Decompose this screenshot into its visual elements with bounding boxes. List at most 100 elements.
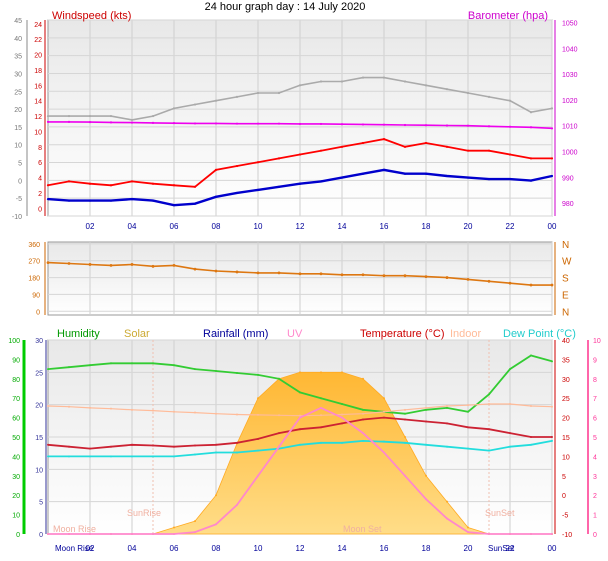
point-indoor (383, 410, 385, 413)
point-uv (425, 498, 427, 501)
compass-tick: S (562, 274, 569, 285)
point-humidity (68, 366, 70, 369)
indoor-label: Indoor (450, 328, 482, 340)
point-gust (67, 180, 71, 183)
uv-tick: 9 (593, 357, 597, 364)
humidity-label: Humidity (57, 328, 100, 340)
wind-outer-tick: 40 (14, 36, 22, 43)
point-barometer (445, 124, 449, 127)
point-humidity (215, 370, 217, 373)
wind-inner-tick: 0 (38, 206, 42, 213)
point-indoor (446, 404, 448, 407)
point-humidity (530, 354, 532, 357)
point-uv (467, 531, 469, 534)
uv-label: UV (287, 328, 303, 340)
wind-outer-tick: 45 (14, 18, 22, 25)
point-solar (341, 371, 343, 374)
point-barometer (382, 123, 386, 126)
point-max-wind (361, 76, 365, 79)
point-dew (110, 455, 112, 458)
point-average (487, 178, 491, 181)
sunset-bottom-label: SunSet (488, 544, 515, 553)
barometer-tick: 980 (562, 201, 574, 208)
compass-tick: E (562, 290, 569, 301)
wind-inner-tick: 4 (38, 176, 42, 183)
point-average (130, 197, 134, 201)
point-gust (130, 180, 134, 183)
point-indoor (530, 404, 532, 407)
point-temperature (551, 436, 553, 438)
point-uv (530, 533, 532, 535)
uv-tick: 4 (593, 454, 597, 461)
wind-outer-tick: 25 (14, 89, 22, 96)
point-indoor (341, 413, 343, 416)
x-tick-label-top: 08 (212, 222, 221, 231)
point-direction (298, 272, 302, 276)
point-max-wind (319, 80, 323, 83)
point-uv (215, 523, 217, 526)
point-barometer (340, 123, 344, 126)
point-dew (425, 443, 427, 446)
point-uv (278, 445, 280, 448)
point-solar (299, 371, 301, 374)
point-indoor (194, 411, 196, 414)
point-direction (88, 263, 92, 266)
humidity-tick: 50 (12, 435, 20, 442)
wind-inner-tick: 10 (34, 129, 42, 136)
point-dew (257, 449, 259, 452)
humidity-tick: 70 (12, 396, 20, 403)
point-max-wind (466, 91, 470, 95)
point-humidity (89, 364, 91, 367)
point-temperature (68, 445, 70, 448)
x-tick-label-top: 00 (548, 222, 557, 231)
wind-outer-tick: 15 (14, 125, 22, 132)
point-indoor (257, 413, 259, 416)
point-temperature (446, 422, 448, 425)
wind-outer-tick: 0 (18, 178, 22, 185)
point-temperature (383, 416, 385, 419)
point-gust (193, 185, 197, 188)
point-humidity (362, 408, 364, 411)
point-uv (236, 503, 238, 506)
moonrise-annotation: Moon Rise (53, 524, 96, 534)
temperature-tick: 30 (562, 377, 570, 384)
sunrise-annotation: SunRise (127, 508, 161, 518)
point-max-wind (193, 103, 197, 106)
point-max-wind (130, 118, 134, 122)
humidity-tick: 60 (12, 416, 20, 423)
point-dew (404, 441, 406, 444)
point-dew (446, 445, 448, 448)
point-max-wind (235, 95, 239, 98)
point-uv (404, 474, 406, 477)
x-tick-label-bottom: 18 (422, 544, 431, 553)
point-barometer (235, 122, 239, 125)
x-tick-label-top: 22 (506, 222, 515, 231)
point-uv (509, 533, 511, 535)
point-indoor (89, 406, 91, 409)
point-barometer (151, 121, 155, 124)
point-dew (68, 455, 70, 458)
point-average (382, 168, 386, 171)
point-temperature (110, 445, 112, 448)
point-max-wind (67, 114, 71, 118)
point-uv (47, 533, 49, 535)
wind-inner-tick: 2 (38, 191, 42, 198)
point-temperature (194, 444, 196, 447)
point-direction (550, 283, 554, 287)
humidity-tick: 20 (12, 493, 20, 500)
point-indoor (278, 414, 280, 417)
point-average (361, 172, 365, 175)
point-gust (214, 168, 218, 171)
point-uv (320, 406, 322, 409)
barometer-tick: 1030 (562, 72, 578, 79)
temperature-tick: 0 (562, 493, 566, 500)
direction-tick: 270 (28, 259, 40, 266)
barometer-tick: 1020 (562, 98, 578, 105)
direction-tick: 0 (36, 309, 40, 316)
point-uv (299, 416, 301, 419)
point-uv (551, 533, 553, 535)
point-direction (319, 272, 323, 276)
rainfall-tick: 25 (35, 370, 43, 377)
x-tick-label-bottom: 02 (86, 544, 95, 553)
point-direction (172, 263, 176, 267)
